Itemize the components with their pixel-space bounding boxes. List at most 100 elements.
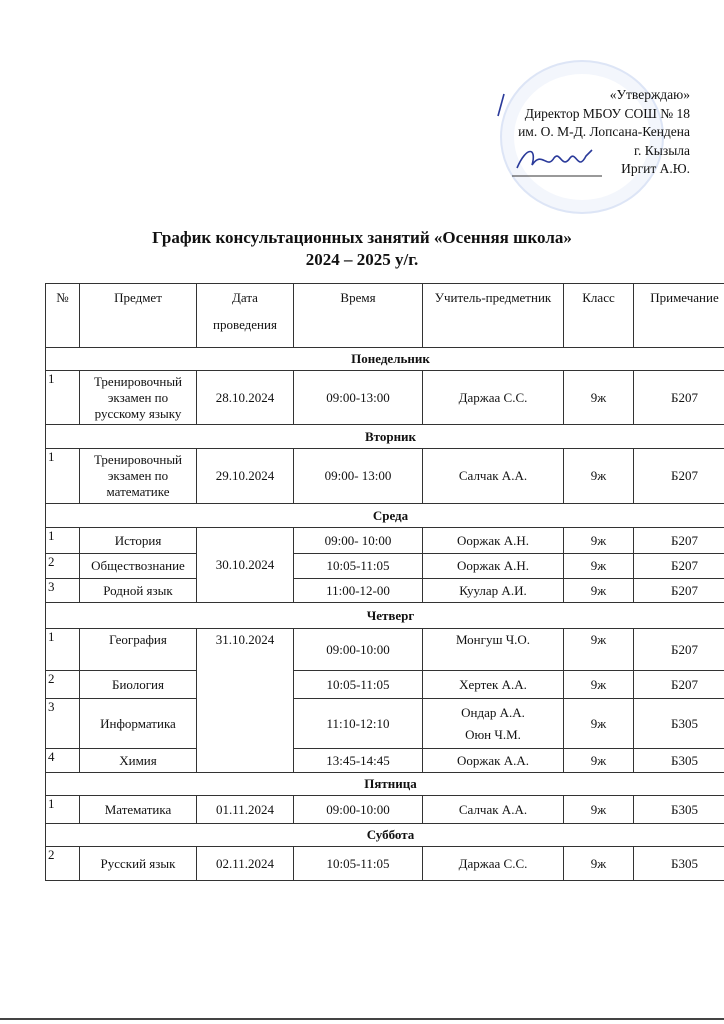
class-cell: 9ж (563, 628, 634, 671)
title-line: График консультационных занятий «Осенняя… (152, 228, 572, 247)
row-number: 3 (45, 578, 80, 603)
teacher-cell: Ондар А.А. Оюн Ч.М. (422, 698, 564, 749)
teacher-cell: Ооржак А.Н. (422, 527, 564, 554)
teacher-name: Ондар А.А. (461, 704, 525, 720)
class-cell: 9ж (563, 698, 634, 749)
row-number: 1 (45, 370, 80, 425)
row-number: 3 (45, 698, 80, 749)
class-cell: 9ж (563, 578, 634, 603)
day-heading: Вторник (45, 424, 724, 449)
subject-cell: Биология (79, 670, 197, 699)
time-cell: 11:10-12:10 (293, 698, 423, 749)
time-cell: 09:00-13:00 (293, 370, 423, 425)
class-cell: 9ж (563, 748, 634, 773)
teacher-cell: Салчак А.А. (422, 795, 564, 824)
class-cell: 9ж (563, 448, 634, 504)
note-cell: Б207 (633, 370, 724, 425)
row-number: 1 (45, 448, 80, 504)
subject-cell: Математика (79, 795, 197, 824)
row-number: 1 (45, 527, 80, 554)
note-cell: Б207 (633, 448, 724, 504)
note-cell: Б305 (633, 846, 724, 881)
note-cell: Б207 (633, 578, 724, 603)
table-row: 1 Тренировочный экзамен по математике 29… (45, 448, 724, 504)
header-cell: Учитель-предметник (422, 283, 564, 348)
row-number: 2 (45, 670, 80, 699)
note-cell: Б207 (633, 628, 724, 671)
note-cell: Б305 (633, 795, 724, 824)
header-cell: Дата проведения (196, 283, 294, 348)
subject-cell: Химия (79, 748, 197, 773)
day-heading: Пятница (45, 772, 724, 796)
signature (512, 149, 602, 177)
date-cell: 02.11.2024 (196, 846, 294, 881)
scan-edge (0, 1018, 724, 1020)
class-cell: 9ж (563, 670, 634, 699)
approval-position: Директор МБОУ СОШ № 18 (524, 105, 690, 121)
table-row: 3 Родной язык 11:00-12-00 Куулар А.И. 9ж… (45, 578, 724, 603)
table-row: 3 Информатика 11:10-12:10 Ондар А.А. Оюн… (45, 698, 724, 749)
signature-mark (497, 93, 505, 117)
day-heading: Четверг (45, 602, 724, 629)
document-title: График консультационных занятий «Осенняя… (0, 227, 724, 271)
header-cell: Предмет (79, 283, 197, 348)
note-cell: Б305 (633, 748, 724, 773)
subject-cell: Тренировочный экзамен по математике (79, 448, 197, 504)
row-number: 4 (45, 748, 80, 773)
class-cell: 9ж (563, 846, 634, 881)
approval-school: им. О. М-Д. Лопсана-Кендена (518, 124, 690, 139)
row-number: 2 (45, 553, 80, 579)
date-cell: 30.10.2024 (196, 527, 294, 603)
note-cell: Б207 (633, 553, 724, 579)
time-cell: 11:00-12-00 (293, 578, 423, 603)
teacher-cell: Ооржак А.Н. (422, 553, 564, 579)
schedule-table: № Предмет Дата проведения Время Учитель-… (45, 283, 724, 881)
header-cell: Класс (563, 283, 634, 348)
table-row: 2 Русский язык 02.11.2024 10:05-11:05 Да… (45, 846, 724, 881)
table-row: 1 Математика 01.11.2024 09:00-10:00 Салч… (45, 795, 724, 824)
table-row: 1 История 30.10.2024 09:00- 10:00 Ооржак… (45, 527, 724, 603)
note-cell: Б207 (633, 527, 724, 554)
teacher-cell: Монгуш Ч.О. (422, 628, 564, 671)
teacher-cell: Ооржак А.А. (422, 748, 564, 773)
table-row: 1 География 31.10.2024 09:00-10:00 Монгу… (45, 628, 724, 773)
date-cell: 01.11.2024 (196, 795, 294, 824)
approval-director: Иргит А.Ю. (621, 161, 690, 176)
time-cell: 13:45-14:45 (293, 748, 423, 773)
subject-cell: Тренировочный экзамен по русскому языку (79, 370, 197, 425)
table-row: 1 Тренировочный экзамен по русскому язык… (45, 370, 724, 425)
table-row: 2 Биология 10:05-11:05 Хертек А.А. 9ж Б2… (45, 670, 724, 699)
row-number: 1 (45, 628, 80, 671)
row-number: 1 (45, 795, 80, 824)
subject-cell: История (79, 527, 197, 554)
teacher-cell: Салчак А.А. (422, 448, 564, 504)
header-cell: Время (293, 283, 423, 348)
table-row: 4 Химия 13:45-14:45 Ооржак А.А. 9ж Б305 (45, 748, 724, 773)
subject-cell: Обществознание (79, 553, 197, 579)
teacher-name: Оюн Ч.М. (465, 726, 521, 742)
time-cell: 09:00- 13:00 (293, 448, 423, 504)
class-cell: 9ж (563, 795, 634, 824)
header-cell: № (45, 283, 80, 348)
table-row: 2 Обществознание 10:05-11:05 Ооржак А.Н.… (45, 553, 724, 579)
table-header: № Предмет Дата проведения Время Учитель-… (45, 283, 724, 348)
day-heading: Понедельник (45, 347, 724, 371)
header-cell: Примечание (633, 283, 724, 348)
approval-block: «Утверждаю» Директор МБОУ СОШ № 18 им. О… (518, 86, 690, 179)
subject-cell: Родной язык (79, 578, 197, 603)
day-heading: Среда (45, 503, 724, 528)
class-cell: 9ж (563, 370, 634, 425)
class-cell: 9ж (563, 527, 634, 554)
time-cell: 10:05-11:05 (293, 846, 423, 881)
time-cell: 09:00- 10:00 (293, 527, 423, 554)
teacher-cell: Даржаа С.С. (422, 846, 564, 881)
subject-cell: Информатика (79, 698, 197, 749)
time-cell: 09:00-10:00 (293, 628, 423, 671)
teacher-cell: Даржаа С.С. (422, 370, 564, 425)
teacher-cell: Хертек А.А. (422, 670, 564, 699)
approval-heading: «Утверждаю» (609, 87, 690, 102)
date-cell: 28.10.2024 (196, 370, 294, 425)
note-cell: Б305 (633, 698, 724, 749)
official-stamp (500, 60, 664, 214)
class-cell: 9ж (563, 553, 634, 579)
